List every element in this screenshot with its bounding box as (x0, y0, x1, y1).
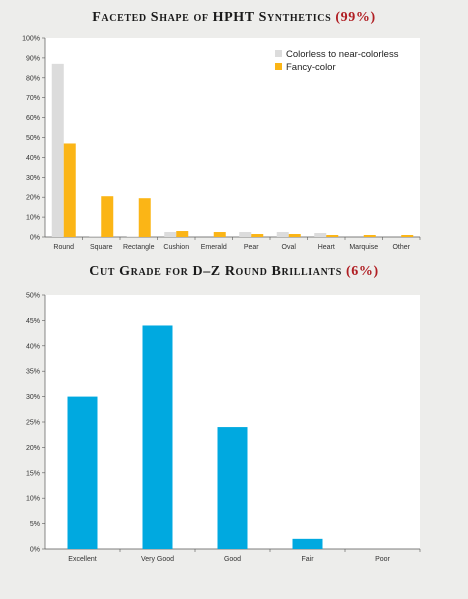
chart-cut-x-tick-label: Excellent (68, 556, 96, 563)
chart-cut-x-tick-label: Fair (301, 556, 314, 563)
chart-shape-bar-colorless-to-near-colorless-cushion (164, 232, 177, 237)
chart-shape-bar-colorless-to-near-colorless-oval (276, 232, 289, 237)
chart-cut-y-tick-label: 20% (26, 445, 40, 452)
chart-shape-bar-fancy-color-marquise (363, 235, 376, 237)
chart-shape-y-tick-label: 100% (22, 36, 40, 43)
chart-cut-y-tick-label: 25% (26, 420, 40, 427)
chart-cut-x-tick-label: Good (224, 556, 241, 563)
chart-shape-y-tick-label: 50% (26, 135, 40, 142)
chart-shape-x-tick-label: Other (392, 244, 410, 251)
chart-shape-bar-colorless-to-near-colorless-heart (314, 233, 327, 237)
chart-shape-y-tick-label: 80% (26, 75, 40, 82)
chart-cut-y-tick-label: 50% (26, 293, 40, 300)
chart-shape-bar-fancy-color-oval (288, 234, 301, 237)
chart-shape-bar-colorless-to-near-colorless-square (89, 236, 102, 237)
chart-shape-legend-label: Colorless to near-colorless (286, 49, 399, 60)
chart-shape-y-tick-label: 30% (26, 175, 40, 182)
chart-cut-y-tick-label: 40% (26, 343, 40, 350)
chart-shape-y-tick-label: 10% (26, 215, 40, 222)
chart-cut-bar-value-fair (292, 538, 323, 549)
chart-shape-legend-swatch (275, 63, 282, 70)
chart-shape-y-tick-label: 70% (26, 95, 40, 102)
chart-cut-y-tick-label: 15% (26, 470, 40, 477)
chart-shape-y-tick-label: 20% (26, 195, 40, 202)
chart-title-shape-text: Faceted Shape of HPHT Synthetics (92, 10, 332, 25)
chart-shape-bar-fancy-color-round (63, 143, 76, 237)
chart-cut-x-tick-label: Poor (375, 556, 390, 563)
chart-shape-x-tick-label: Pear (244, 244, 259, 251)
chart-cut-y-tick-label: 30% (26, 394, 40, 401)
chart-title-shape: Faceted Shape of HPHT Synthetics (99%) (0, 10, 468, 26)
chart-cut: 0% 5% 10% 15% 20% 25% 30% 35% 40% 45% 50% Excellent… (26, 293, 421, 563)
chart-shape-bar-fancy-color-emerald (213, 232, 226, 237)
chart-shape-legend-swatch (275, 50, 282, 57)
chart-shape-x-tick-label: Rectangle (123, 244, 155, 251)
chart-shape-bar-colorless-to-near-colorless-round (51, 63, 64, 238)
chart-shape-y-tick-label: 90% (26, 55, 40, 62)
chart-shape: 0% 10% 20% 30% 40% 50% 60% 70% 80% 90% 100% Round Sq… (22, 36, 421, 251)
chart-cut-y-tick-label: 45% (26, 318, 40, 325)
chart-shape-bar-fancy-color-other (401, 235, 414, 237)
chart-cut-y-tick-label: 10% (26, 496, 40, 503)
chart-shape-x-tick-label: Marquise (349, 244, 378, 251)
chart-shape-bar-fancy-color-square (101, 196, 114, 237)
chart-title-cut-text: Cut Grade for D–Z Round Brilliants (89, 264, 342, 279)
chart-cut-y-tick-label: 0% (30, 547, 40, 554)
chart-shape-x-tick-label: Cushion (163, 244, 189, 251)
chart-shape-legend-label: Fancy-color (286, 62, 336, 73)
chart-title-shape-highlight: (99%) (335, 10, 376, 25)
chart-cut-bar-value-good (217, 427, 248, 549)
chart-shape-x-tick-label: Oval (282, 244, 297, 251)
chart-cut-y-tick-label: 35% (26, 369, 40, 376)
chart-cut-bar-value-excellent (67, 396, 98, 549)
chart-title-cut: Cut Grade for D–Z Round Brilliants (6%) (0, 264, 468, 280)
chart-title-cut-highlight: (6%) (345, 264, 379, 279)
chart-shape-y-tick-label: 40% (26, 155, 40, 162)
chart-shape-bar-colorless-to-near-colorless-pear (239, 232, 252, 237)
chart-cut-bar-value-very-good (142, 325, 173, 549)
chart-shape-bar-fancy-color-rectangle (138, 198, 151, 237)
chart-shape-y-tick-label: 60% (26, 115, 40, 122)
chart-shape-x-tick-label: Heart (318, 244, 335, 251)
chart-shape-x-tick-label: Round (53, 244, 74, 251)
chart-shape-x-tick-label: Square (90, 244, 113, 251)
chart-shape-bar-fancy-color-pear (251, 234, 264, 237)
chart-cut-x-tick-label: Very Good (141, 556, 174, 563)
chart-shape-bar-colorless-to-near-colorless-rectangle (126, 236, 139, 237)
chart-cut-y-tick-label: 5% (30, 521, 40, 528)
chart-shape-bar-fancy-color-heart (326, 235, 339, 237)
chart-shape-x-tick-label: Emerald (201, 244, 227, 251)
chart-shape-bar-fancy-color-cushion (176, 231, 189, 237)
chart-shape-y-tick-label: 0% (30, 235, 40, 242)
